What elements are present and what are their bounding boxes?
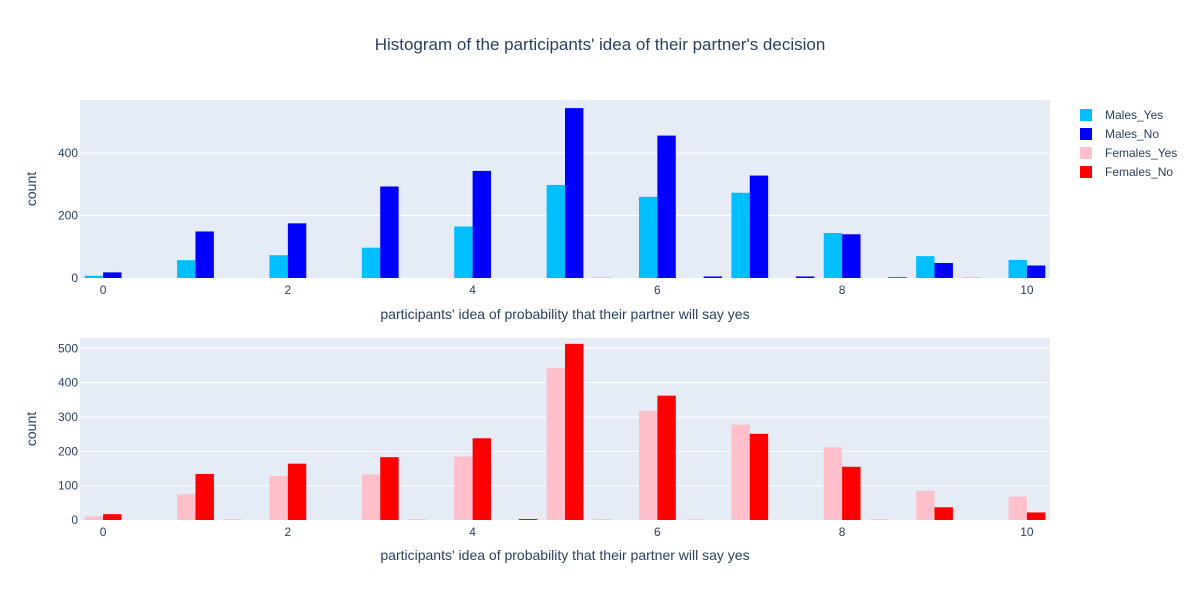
bar-females-yes-minor-0[interactable] xyxy=(223,519,241,520)
bar-males-yes-x-10[interactable] xyxy=(1009,260,1027,278)
bar-females-no-x-10[interactable] xyxy=(1027,512,1045,520)
bar-females-no-minor-2[interactable] xyxy=(519,519,537,520)
bar-females-no-x-8[interactable] xyxy=(842,467,860,520)
bar-males-yes-x-6[interactable] xyxy=(639,197,657,278)
bar-females-yes-x-9[interactable] xyxy=(916,491,934,520)
bar-females-yes-minor-3[interactable] xyxy=(593,519,611,520)
bar-females-yes-x-8[interactable] xyxy=(824,447,842,520)
y-axis-title: count xyxy=(23,412,39,446)
legend-item-males-yes[interactable]: Males_Yes xyxy=(1080,105,1177,124)
bar-females-yes-x-5[interactable] xyxy=(547,368,565,520)
y-tick-label: 300 xyxy=(58,410,78,424)
x-tick-label: 6 xyxy=(654,283,661,297)
y-axis-title: count xyxy=(23,172,39,206)
bar-males-no-x-6[interactable] xyxy=(657,136,675,278)
legend-label-females-yes: Females_Yes xyxy=(1105,146,1177,160)
x-tick-label: 4 xyxy=(469,283,476,297)
bar-females-no-x-5[interactable] xyxy=(565,344,583,520)
y-tick-label: 200 xyxy=(58,444,78,458)
bar-males-yes-x-8[interactable] xyxy=(824,233,842,278)
bar-females-yes-minor-1[interactable] xyxy=(408,519,426,520)
x-tick-label: 10 xyxy=(1020,525,1034,539)
bar-males-no-minor-3[interactable] xyxy=(888,277,906,278)
x-tick-label: 2 xyxy=(285,283,292,297)
y-tick-label: 0 xyxy=(71,271,78,285)
y-tick-label: 400 xyxy=(58,146,78,160)
bar-males-yes-x-2[interactable] xyxy=(269,255,287,278)
legend-label-males-no: Males_No xyxy=(1105,127,1159,141)
legend-swatch-females-no xyxy=(1080,166,1092,178)
x-tick-label: 2 xyxy=(285,525,292,539)
bar-males-no-x-7[interactable] xyxy=(750,176,768,278)
x-axis-title: participants' idea of probability that t… xyxy=(380,547,749,563)
bar-females-yes-x-0[interactable] xyxy=(85,517,103,520)
bar-males-yes-x-9[interactable] xyxy=(916,256,934,278)
bar-males-yes-x-3[interactable] xyxy=(362,248,380,278)
bar-males-no-x-9[interactable] xyxy=(935,263,953,278)
bar-females-no-x-7[interactable] xyxy=(750,434,768,520)
bar-females-yes-x-2[interactable] xyxy=(269,476,287,520)
top-subplot-males: 0 200 400 0 2 4 6 8 10 participants' idea of prob… xyxy=(23,100,1050,322)
x-tick-label: 10 xyxy=(1020,283,1034,297)
bar-males-yes-x-7[interactable] xyxy=(731,193,749,278)
y-tick-label: 100 xyxy=(58,479,78,493)
legend-item-females-no[interactable]: Females_No xyxy=(1080,162,1177,181)
bar-females-yes-x-7[interactable] xyxy=(731,425,749,520)
x-tick-label: 0 xyxy=(100,525,107,539)
bar-males-yes-x-1[interactable] xyxy=(177,260,195,278)
legend-swatch-males-yes xyxy=(1080,109,1092,121)
bar-males-no-minor-1[interactable] xyxy=(704,276,722,278)
bar-males-no-x-5[interactable] xyxy=(565,108,583,278)
bar-females-no-x-3[interactable] xyxy=(380,457,398,520)
x-axis-title: participants' idea of probability that t… xyxy=(380,306,749,322)
x-tick-label: 8 xyxy=(839,283,846,297)
bar-males-no-x-2[interactable] xyxy=(288,223,306,278)
bar-males-yes-x-4[interactable] xyxy=(454,226,472,278)
x-tick-label: 8 xyxy=(839,525,846,539)
legend-item-females-yes[interactable]: Females_Yes xyxy=(1080,143,1177,162)
legend-label-females-no: Females_No xyxy=(1105,165,1173,179)
bar-females-yes-x-4[interactable] xyxy=(454,456,472,520)
y-tick-label: 500 xyxy=(58,341,78,355)
bar-females-yes-x-10[interactable] xyxy=(1009,497,1027,520)
bar-females-yes-minor-4[interactable] xyxy=(685,519,703,520)
x-tick-label: 4 xyxy=(469,525,476,539)
bar-females-no-x-2[interactable] xyxy=(288,464,306,520)
legend-label-males-yes: Males_Yes xyxy=(1105,108,1163,122)
bar-males-no-x-1[interactable] xyxy=(195,231,213,278)
bar-males-no-x-4[interactable] xyxy=(473,171,491,278)
bar-females-yes-x-6[interactable] xyxy=(639,411,657,520)
bar-males-no-x-0[interactable] xyxy=(103,272,121,278)
bar-males-yes-x-0[interactable] xyxy=(85,276,103,278)
bar-males-yes-x-5[interactable] xyxy=(547,185,565,278)
bottom-subplot-females: 0 100 200 300 400 500 0 2 4 6 8 10 participants' ide… xyxy=(23,338,1050,563)
legend-swatch-females-yes xyxy=(1080,147,1092,159)
y-tick-label: 400 xyxy=(58,376,78,390)
legend-item-males-no[interactable]: Males_No xyxy=(1080,124,1177,143)
bar-males-no-x-8[interactable] xyxy=(842,234,860,278)
legend: Males_Yes Males_No Females_Yes Females_N… xyxy=(1080,105,1177,181)
chart-title: Histogram of the participants' idea of t… xyxy=(375,35,826,54)
bar-females-no-x-9[interactable] xyxy=(935,507,953,520)
legend-swatch-males-no xyxy=(1080,128,1092,140)
y-tick-label: 0 xyxy=(71,513,78,527)
x-tick-label: 0 xyxy=(100,283,107,297)
bar-females-yes-x-3[interactable] xyxy=(362,474,380,520)
bar-females-no-x-6[interactable] xyxy=(657,396,675,520)
bar-males-no-x-3[interactable] xyxy=(380,187,398,279)
bar-females-no-x-1[interactable] xyxy=(195,474,213,520)
x-tick-label: 6 xyxy=(654,525,661,539)
bar-females-no-x-4[interactable] xyxy=(473,438,491,520)
bar-females-yes-minor-5[interactable] xyxy=(870,519,888,520)
bar-males-no-x-10[interactable] xyxy=(1027,266,1045,278)
y-tick-label: 200 xyxy=(58,209,78,223)
bar-females-yes-x-1[interactable] xyxy=(177,494,195,520)
bar-females-no-x-0[interactable] xyxy=(103,514,121,520)
bar-males-no-minor-2[interactable] xyxy=(796,276,814,278)
